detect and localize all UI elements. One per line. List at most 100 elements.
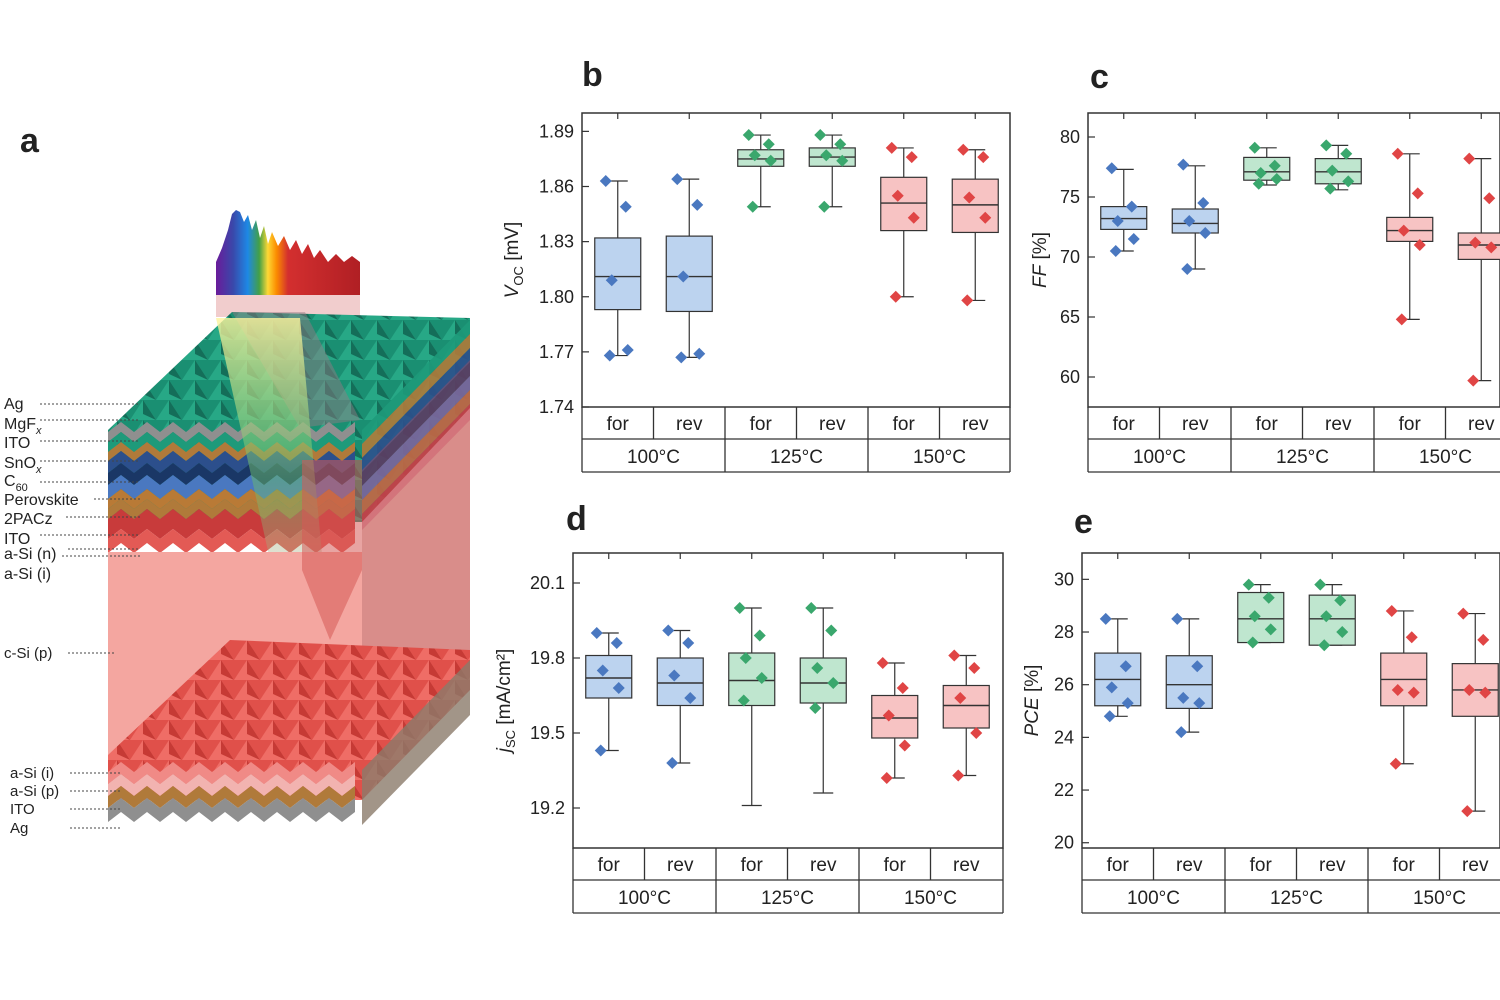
- iqr-box: [951, 178, 999, 234]
- data-point: [834, 138, 847, 151]
- x-label: for: [607, 414, 630, 435]
- y-tick-label: 24: [1054, 727, 1074, 747]
- data-point: [1336, 626, 1349, 639]
- data-point: [1242, 578, 1255, 591]
- y-axis-label: VOC [mV]: [502, 222, 526, 299]
- data-point: [818, 200, 831, 213]
- box-for-150°C: [880, 141, 928, 303]
- data-point: [590, 627, 603, 639]
- group-label: 125°C: [761, 888, 814, 909]
- iqr-box: [1308, 594, 1356, 646]
- box-rev-100°C: [665, 173, 713, 364]
- data-point: [1248, 141, 1261, 154]
- data-point: [1125, 200, 1138, 213]
- data-point: [1262, 591, 1275, 604]
- data-point: [1467, 374, 1480, 387]
- box-rev-100°C: [1171, 158, 1219, 275]
- data-point: [979, 211, 992, 224]
- panel-letter-c: c: [1090, 58, 1109, 96]
- iqr-box: [942, 684, 990, 729]
- layer-label: SnOx: [4, 455, 42, 476]
- data-point: [746, 200, 759, 213]
- iqr-box: [1237, 591, 1285, 644]
- data-point: [684, 692, 697, 704]
- data-point: [1477, 633, 1490, 646]
- group-label: 150°C: [904, 888, 957, 909]
- x-label: rev: [1462, 855, 1489, 876]
- layer-rear-a-si-p: [108, 774, 355, 796]
- box-rev-150°C: [1457, 152, 1500, 387]
- data-point: [612, 682, 625, 694]
- data-point: [733, 602, 746, 614]
- data-point: [739, 652, 752, 664]
- x-label: for: [1256, 414, 1279, 435]
- x-label: rev: [810, 855, 837, 876]
- boxes: [594, 129, 999, 364]
- y-tick-label: 22: [1054, 780, 1074, 800]
- data-point: [1340, 147, 1353, 160]
- box-for-100°C: [594, 174, 642, 362]
- data-point: [876, 657, 889, 669]
- data-point: [1326, 164, 1339, 177]
- data-point: [898, 739, 911, 752]
- layer-rear-a-si-i: [108, 762, 355, 784]
- y-tick-label: 80: [1060, 127, 1080, 147]
- data-point: [693, 347, 706, 360]
- data-point: [671, 173, 684, 186]
- box-for-125°C: [737, 129, 785, 213]
- data-point: [814, 129, 827, 142]
- data-point: [1191, 660, 1204, 673]
- x-label: for: [741, 855, 764, 876]
- side-band: [362, 362, 470, 486]
- data-point: [737, 694, 750, 707]
- data-point: [882, 709, 895, 722]
- chart-panel-e: e 30 28 26 24 22 20 PCE [%] for rev for rev for rev 10…: [1022, 503, 1500, 914]
- data-point: [811, 662, 824, 674]
- y-tick-label: 1.80: [539, 287, 574, 307]
- data-point: [1314, 578, 1327, 591]
- data-point: [1246, 636, 1259, 649]
- data-point: [596, 664, 609, 677]
- iqr-box: [1243, 156, 1291, 181]
- x-label: rev: [953, 855, 980, 876]
- rear-layer-stack: [108, 660, 470, 825]
- x-label: for: [1399, 414, 1422, 435]
- box-rev-125°C: [1314, 139, 1362, 195]
- data-point: [961, 294, 974, 307]
- box-for-100°C: [585, 627, 633, 757]
- tandem-cell-illustration: a AgMgFxITOSnOxC60Perovskite2PACzITOa-Si…: [4, 122, 470, 837]
- plot-frame: [1081, 552, 1500, 849]
- panel-letter-b: b: [582, 56, 603, 94]
- data-point: [1109, 245, 1122, 257]
- data-point: [1199, 227, 1212, 239]
- data-point: [809, 702, 822, 714]
- layer-label: MgFx: [4, 416, 42, 437]
- data-point: [1342, 175, 1355, 188]
- box-rev-150°C: [942, 649, 990, 782]
- layer-label: ITO: [4, 531, 30, 548]
- data-point: [805, 602, 818, 614]
- data-point: [1177, 691, 1190, 704]
- data-point: [748, 149, 761, 162]
- data-point: [948, 649, 961, 662]
- side-band: [362, 334, 470, 458]
- data-point: [599, 174, 612, 187]
- layer-label: a-Si (i): [4, 566, 51, 583]
- plot-frame: [1087, 112, 1500, 408]
- x-label: rev: [1176, 855, 1203, 876]
- data-point: [891, 189, 904, 202]
- bottom-layer-labels: a-Si (i)a-Si (p)ITO Ag: [10, 765, 120, 837]
- data-point: [764, 154, 777, 167]
- data-point: [1461, 805, 1474, 818]
- iqr-box: [665, 235, 713, 313]
- x-label: for: [1107, 855, 1130, 876]
- chart-panel-d: d 20.1 19.8 19.5 19.2 jSC [mA/cm²] for rev for re…: [494, 500, 1004, 914]
- chart-panel-b: b 1.89 1.86 1.83 1.80 1.77 1.74 VOC [mV] for rev f…: [502, 56, 1011, 473]
- x-label: for: [884, 855, 907, 876]
- data-point: [1463, 152, 1476, 165]
- data-point: [970, 727, 983, 739]
- y-tick-label: 19.2: [530, 798, 565, 818]
- y-axis-label: FF [%]: [1030, 232, 1051, 288]
- boxes: [1100, 139, 1500, 387]
- box-for-150°C: [1386, 147, 1434, 326]
